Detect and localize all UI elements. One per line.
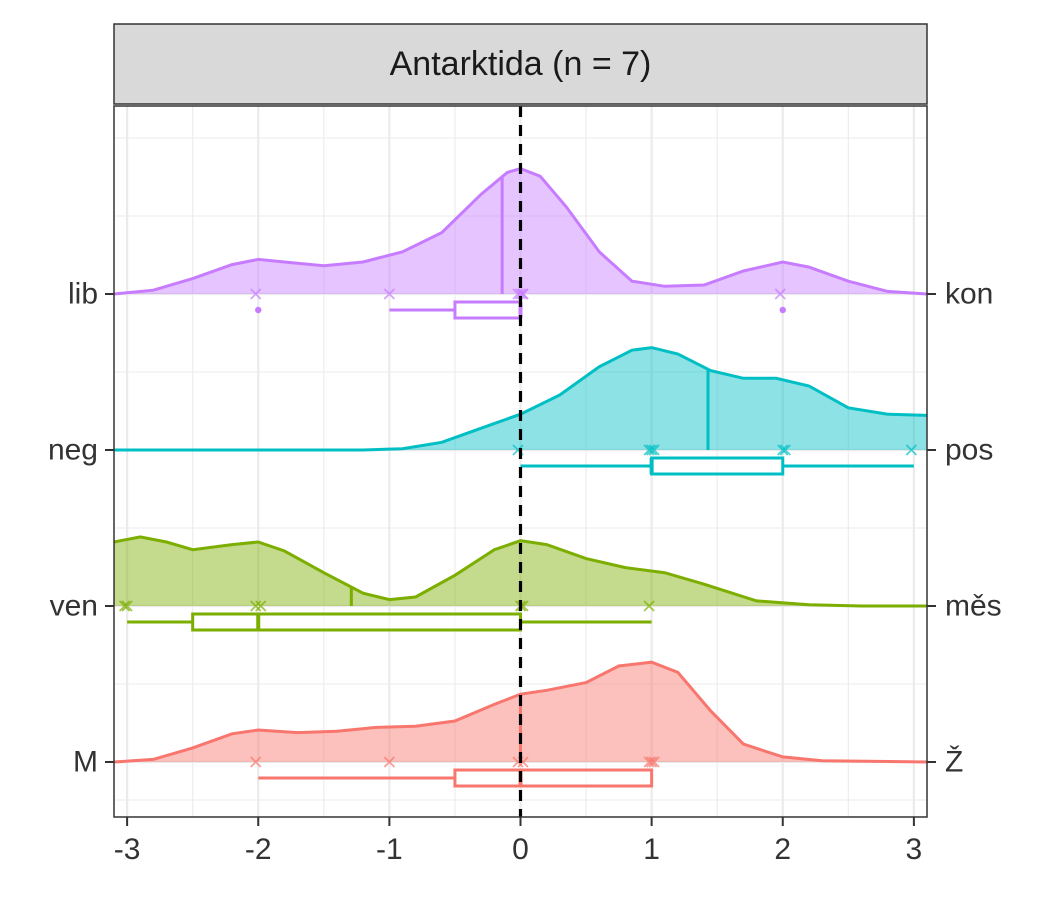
data-point [255,600,267,612]
data-point-stroke [250,756,262,768]
y-tick-label-right: pos [945,434,993,467]
data-point-stroke [648,756,660,768]
data-point [121,600,133,612]
data-point-stroke [512,444,524,456]
data-point-stroke [643,756,655,768]
data-point [383,756,396,768]
y-tick-label-left: M [73,746,98,779]
x-tick-label: 2 [774,833,791,866]
data-point [250,288,262,300]
data-point-stroke [250,288,262,300]
y-tick-label-left: lib [68,278,98,311]
data-point [643,756,655,768]
density-area [114,347,927,450]
data-point [118,600,131,612]
data-point-stroke [774,288,786,300]
box-outlier [779,306,786,314]
y-tick-label-right: Ž [945,746,963,779]
data-point-stroke [255,600,267,612]
data-point [514,288,527,300]
y-tick-label-left: neg [48,434,98,467]
data-point [250,600,262,612]
data-point-stroke [383,756,396,768]
boxplot [520,456,914,476]
data-point [777,444,789,456]
data-point [250,756,262,768]
data-point [648,756,660,768]
data-point-stroke [517,756,529,768]
x-tick-label: -1 [376,833,403,866]
ridges [113,167,928,788]
box-iqr [453,300,522,320]
density-line [113,535,927,608]
box-outlier [255,306,262,314]
density-line [113,660,928,764]
data-point [645,444,658,456]
plot-panel [113,105,928,818]
boxplot [258,768,654,788]
data-point-stroke [779,444,791,456]
data-point-stroke [121,600,133,612]
data-point-stroke [777,444,789,456]
data-point [648,444,660,456]
data-point-stroke [512,288,524,300]
data-point-stroke [905,444,918,456]
axes: -3 -2 -1 0 1 2 3 lib kon neg pos ven měs M Ž [48,278,1002,867]
density-area [114,168,927,294]
data-point [779,444,791,456]
y-tick-label-right: kon [945,278,993,311]
x-tick-label: 0 [512,833,529,866]
data-point [643,444,655,456]
chart-title: Antarktida (n = 7) [390,45,652,83]
data-point-stroke [648,444,660,456]
data-point [774,288,786,300]
x-tick-label: 3 [906,833,923,866]
data-point-stroke [645,444,658,456]
x-tick-label: 1 [643,833,660,866]
box-iqr [191,612,522,632]
box-iqr [453,768,654,788]
strip-background [113,23,928,105]
ridge-M [113,660,928,788]
strip-header: Antarktida (n = 7) [113,23,928,105]
box-iqr [650,456,785,476]
data-point-stroke [645,756,658,768]
data-point-stroke [383,288,396,300]
data-point [643,600,655,612]
data-point-stroke [514,288,527,300]
x-tick-label: -2 [245,833,272,866]
data-point [383,288,396,300]
data-point-stroke [643,444,655,456]
data-point [645,756,658,768]
y-tick-label-left: ven [50,590,98,623]
data-point-stroke [643,600,655,612]
ridge-neg [114,346,928,476]
data-point-stroke [118,600,131,612]
density-line [114,346,928,452]
data-point-stroke [250,600,262,612]
data-point [905,444,918,456]
y-tick-label-right: měs [945,590,1002,623]
x-tick-label: -3 [114,833,141,866]
